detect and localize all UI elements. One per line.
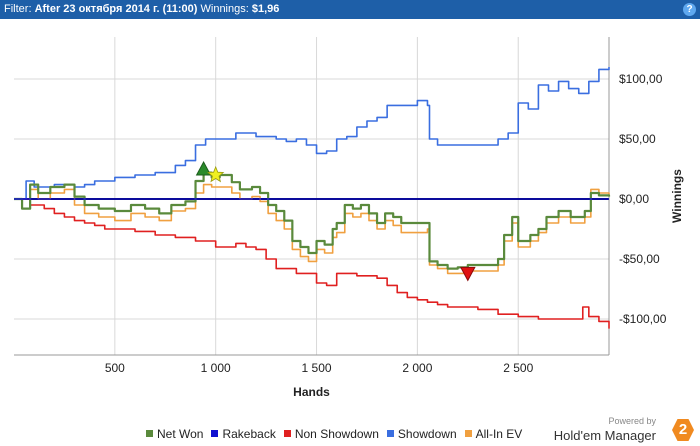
- y-tick-label: $100,00: [619, 72, 663, 86]
- legend-swatch: [211, 430, 219, 437]
- y-tick-label: $50,00: [619, 132, 656, 146]
- filter-bar: Filter: After 23 октября 2014 г. (11:00)…: [0, 0, 700, 19]
- x-tick-label: 2 000: [402, 361, 432, 375]
- legend-swatch: [464, 430, 472, 437]
- legend-label: Non Showdown: [294, 427, 379, 441]
- legend-swatch: [283, 430, 291, 437]
- legend-swatch: [146, 430, 153, 437]
- legend-label: Showdown: [397, 427, 457, 441]
- legend-item-all-in-ev[interactable]: All-In EV: [464, 427, 523, 441]
- y-tick-label: -$50,00: [619, 252, 660, 266]
- y-tick-label: -$100,00: [619, 312, 667, 326]
- x-tick-label: 1 500: [302, 361, 332, 375]
- x-tick-label: 2 500: [503, 361, 533, 375]
- series-net-won-line: [14, 171, 611, 270]
- hem2-logo-icon: 2: [672, 419, 694, 441]
- y-axis-title: Winnings: [670, 169, 684, 223]
- chart-legend: Net Won Rakeback Non Showdown Showdown All-I…: [146, 427, 530, 441]
- x-axis-title: Hands: [293, 385, 330, 399]
- legend-item-showdown[interactable]: Showdown: [386, 427, 457, 441]
- powered-by-text: Powered by: [608, 416, 656, 426]
- series-all-in-ev-line: [14, 183, 610, 275]
- series-non-showdown-line: [14, 198, 610, 329]
- winnings-value: $1,96: [251, 3, 280, 15]
- winnings-label: Winnings:: [200, 3, 249, 15]
- y-tick-label: $0,00: [619, 192, 649, 206]
- help-icon[interactable]: ?: [683, 3, 696, 16]
- legend-label: All-In EV: [475, 427, 523, 441]
- winnings-chart: 500 1 000 1 500 2 000 2 500 $100,00 $50,00 $0,0…: [14, 37, 684, 399]
- legend-item-rakeback[interactable]: Rakeback: [211, 427, 276, 441]
- filter-value: After 23 октября 2014 г. (11:00): [34, 3, 198, 15]
- max-marker-triangle: [195, 160, 212, 176]
- min-marker-triangle: [459, 266, 476, 282]
- legend-item-net-won[interactable]: Net Won: [146, 427, 203, 441]
- legend-swatch: [386, 430, 394, 437]
- legend-label: Net Won: [157, 427, 204, 441]
- allin-ev-star-marker: [207, 165, 225, 183]
- x-tick-label: 500: [105, 361, 125, 375]
- filter-label: Filter:: [4, 3, 32, 15]
- x-tick-label: 1 000: [201, 361, 231, 375]
- legend-item-non-showdown[interactable]: Non Showdown: [283, 427, 379, 441]
- product-name: Hold'em Manager: [553, 428, 656, 443]
- legend-label: Rakeback: [222, 427, 276, 441]
- series-showdown-line: [14, 67, 610, 200]
